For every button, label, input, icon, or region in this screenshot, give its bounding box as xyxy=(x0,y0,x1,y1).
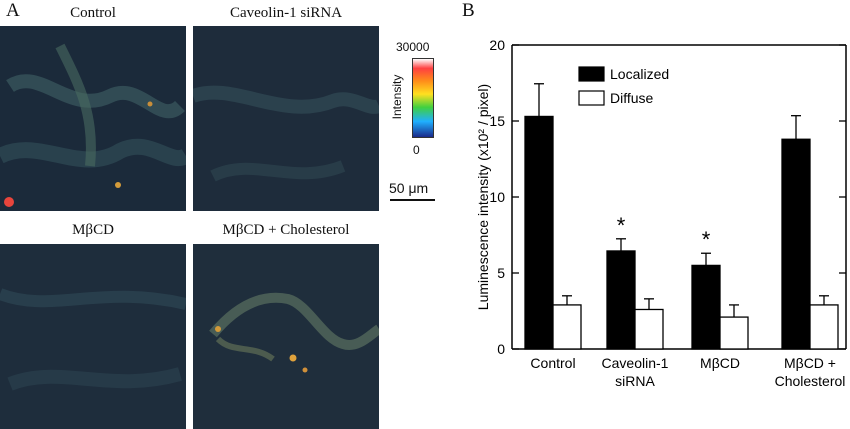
legend-label-localized: Localized xyxy=(610,66,669,82)
x-tick-label: MβCD + xyxy=(784,355,836,371)
y-tick-label: 5 xyxy=(497,265,505,281)
legend-swatch-localized xyxy=(578,66,605,82)
micrograph-mbcd xyxy=(0,244,186,429)
y-tick-label: 20 xyxy=(489,37,505,53)
bar-diffuse-3 xyxy=(809,304,839,350)
colorbar-title: Intensity xyxy=(390,74,404,120)
y-tick-label: 15 xyxy=(489,113,505,129)
bar-diffuse-1 xyxy=(634,308,664,350)
y-tick-label: 10 xyxy=(489,189,505,205)
x-tick-label: MβCD xyxy=(700,355,740,371)
bar-localized-1 xyxy=(606,250,636,350)
bar-localized-3 xyxy=(781,138,811,350)
bar-diffuse-0 xyxy=(552,304,582,350)
micrograph-mbcd-cholesterol xyxy=(193,244,379,429)
panel-b-letter: B xyxy=(462,0,475,21)
colorbar-max-label: 30000 xyxy=(396,40,430,54)
image-label-caveolin: Caveolin-1 siRNA xyxy=(229,5,343,21)
significance-marker: * xyxy=(702,227,711,252)
bar-diffuse-2 xyxy=(719,316,749,350)
image-label-mbcd-cholesterol: MβCD + Cholesterol xyxy=(222,222,350,238)
legend-label-diffuse: Diffuse xyxy=(610,90,654,106)
luminescence-bar-chart: 0 5 10 15 20 Luminescence intensity (x10² / p… xyxy=(475,37,847,389)
x-tick-label: siRNA xyxy=(615,373,655,389)
significance-marker: * xyxy=(617,213,626,238)
micrograph-control xyxy=(0,26,186,211)
image-label-control: Control xyxy=(70,5,116,21)
x-tick-label: Cholesterol xyxy=(775,373,846,389)
x-tick-label: Control xyxy=(530,355,575,371)
y-axis-unit: (x10² / pixel) xyxy=(475,84,491,161)
scale-bar-label: 50 μm xyxy=(389,180,429,196)
bar-localized-2 xyxy=(691,264,721,350)
scale-bar xyxy=(390,199,435,201)
y-axis-title: Luminescence intensity (x10² / pixel) xyxy=(475,84,491,310)
y-tick-label: 0 xyxy=(497,341,505,357)
colorbar-min-label: 0 xyxy=(413,143,420,157)
x-tick-label: Caveolin-1 xyxy=(602,355,669,371)
legend-swatch-diffuse xyxy=(578,90,605,106)
colorbar xyxy=(412,58,434,138)
y-axis-title-text: Luminescence intensity xyxy=(475,161,491,310)
bar-localized-0 xyxy=(524,115,554,350)
micrograph-caveolin-sirna xyxy=(193,26,379,211)
image-label-mbcd: MβCD xyxy=(72,222,114,238)
panel-a-letter: A xyxy=(6,0,20,21)
